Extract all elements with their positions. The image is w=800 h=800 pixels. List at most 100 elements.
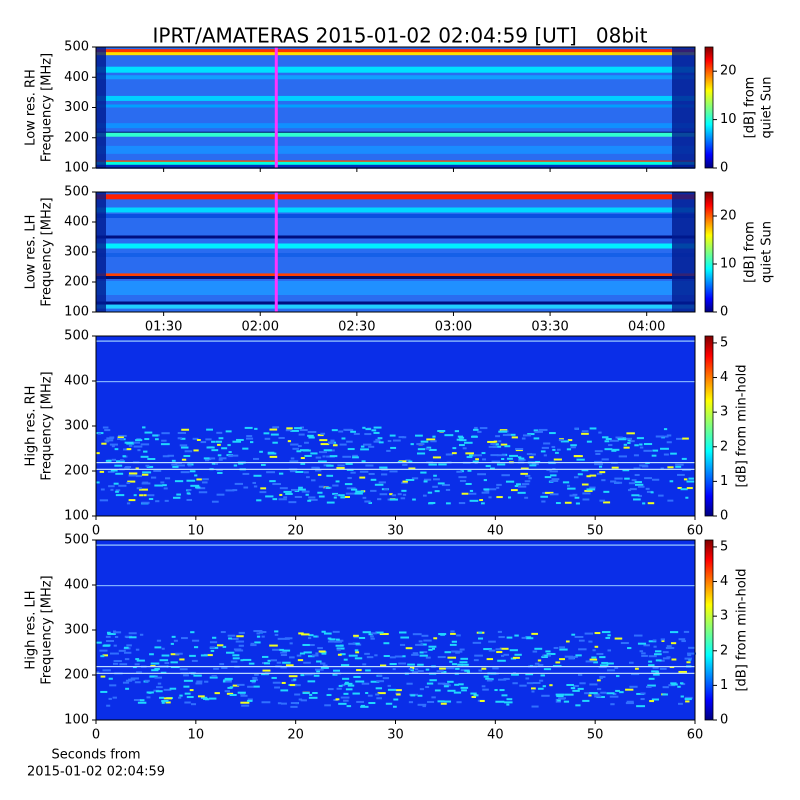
spectrogram-speckle <box>655 659 662 662</box>
spectrogram-speckle <box>240 701 250 704</box>
x-tick-label: 02:00 <box>242 320 279 335</box>
spectrogram-speckle <box>620 642 629 645</box>
spectrogram-speckle <box>599 465 603 468</box>
spectrogram-speckle <box>289 460 299 463</box>
spectrogram-speckle <box>262 655 269 658</box>
spectrogram-speckle <box>586 440 592 443</box>
spectrogram-speckle <box>597 688 602 691</box>
spectrogram-speckle <box>550 474 557 477</box>
spectrogram-speckle <box>241 704 250 707</box>
spectrogram-speckle <box>581 483 589 486</box>
spectrogram-speckle <box>128 444 133 447</box>
spectrogram-speckle <box>579 682 586 685</box>
spectrogram-speckle <box>455 667 460 670</box>
spectrogram-speckle <box>115 472 124 475</box>
spectrogram-speckle <box>209 646 215 649</box>
spectrogram-speckle <box>169 687 177 690</box>
spectrogram-speckle <box>529 456 534 459</box>
spectrogram-speckle <box>137 449 141 452</box>
spectrogram-speckle <box>344 496 350 498</box>
spectrogram-speckle <box>534 662 540 665</box>
spectrogram-speckle <box>196 680 203 683</box>
spectrogram-speckle <box>629 488 637 491</box>
spectrogram-speckle <box>236 635 244 638</box>
spectrogram-speckle <box>193 674 202 677</box>
spectrogram-speckle <box>370 478 377 481</box>
spectrogram-speckle <box>650 491 654 494</box>
spectrogram-speckle <box>428 448 437 451</box>
spectrogram-speckle <box>652 449 659 452</box>
spectrogram-speckle <box>186 479 196 482</box>
x-tick-label: 20 <box>287 728 304 743</box>
spectrogram-speckle <box>465 452 475 455</box>
spectrogram-band <box>96 123 695 129</box>
spectrogram-speckle <box>647 502 655 505</box>
spectrogram-speckle <box>367 694 373 697</box>
spectrogram-speckle <box>394 655 403 658</box>
spectrogram-speckle <box>250 642 255 645</box>
spectrogram-speckle <box>659 659 665 662</box>
spectrogram-speckle <box>153 469 162 472</box>
spectrogram-speckle <box>128 474 138 477</box>
spectrogram-speckle <box>451 650 459 653</box>
spectrogram-speckle <box>261 463 266 466</box>
spectrogram-speckle <box>347 684 355 687</box>
spectrogram-speckle <box>272 648 281 651</box>
spectrogram-speckle <box>253 685 260 688</box>
spectrogram-speckle <box>444 434 454 437</box>
spectrogram-speckle <box>428 645 437 648</box>
spectrogram-speckle <box>636 692 645 695</box>
spectrogram-speckle <box>333 496 337 499</box>
spectrogram-speckle <box>370 680 380 683</box>
spectrogram-speckle <box>232 440 242 443</box>
spectrogram-speckle <box>408 701 414 704</box>
spectrogram-speckle <box>496 454 506 457</box>
spectrogram-speckle <box>354 649 359 652</box>
spectrogram-speckle <box>442 682 450 685</box>
spectrogram-speckle <box>560 440 569 443</box>
spectrogram-speckle <box>544 654 548 657</box>
spectrogram-speckle <box>623 443 627 446</box>
spectrogram-speckle <box>609 439 619 442</box>
spectrogram-speckle <box>113 631 122 634</box>
spectrogram-speckle <box>618 455 627 458</box>
spectrogram-speckle <box>387 688 397 691</box>
spectrogram-speckle <box>470 692 477 695</box>
spectrogram-speckle <box>302 692 310 695</box>
spectrogram-speckle <box>303 651 312 654</box>
spectrogram-speckle <box>181 637 188 640</box>
spectrogram-speckle <box>426 682 434 685</box>
spectrogram-speckle <box>164 477 171 480</box>
spectrogram-speckle <box>380 664 387 667</box>
spectrogram-speckle <box>160 443 170 446</box>
spectrogram-speckle <box>458 683 464 686</box>
spectrogram-speckle <box>375 631 384 634</box>
spectrogram-speckle <box>230 660 238 663</box>
spectrogram-speckle <box>276 661 282 664</box>
spectrogram-speckle <box>485 677 490 680</box>
spectrogram-band <box>96 462 695 464</box>
spectrogram-speckle <box>532 682 541 685</box>
spectrogram-speckle <box>292 447 299 450</box>
spectrogram-speckle <box>383 642 390 645</box>
spectrogram-speckle <box>430 440 437 443</box>
spectrogram-band <box>96 75 695 80</box>
x-tick-label: 01:30 <box>145 320 182 335</box>
spectrogram-speckle <box>308 436 315 439</box>
spectrogram-speckle <box>365 692 369 695</box>
spectrogram-band <box>96 214 695 218</box>
spectrogram-speckle <box>502 434 511 437</box>
spectrogram-speckle <box>180 446 189 449</box>
spectrogram-speckle <box>156 639 162 642</box>
spectrogram-speckle <box>606 669 615 672</box>
spectrogram-speckle <box>171 463 178 466</box>
spectrogram-speckle <box>483 648 492 651</box>
spectrogram-speckle <box>319 439 328 442</box>
spectrogram-speckle <box>648 640 657 643</box>
spectrogram-speckle <box>99 649 108 652</box>
spectrogram-speckle <box>684 696 693 699</box>
spectrogram-speckle <box>601 661 608 664</box>
spectrogram-speckle <box>555 451 559 454</box>
spectrogram-speckle <box>521 636 527 639</box>
spectrogram-speckle <box>465 482 472 485</box>
